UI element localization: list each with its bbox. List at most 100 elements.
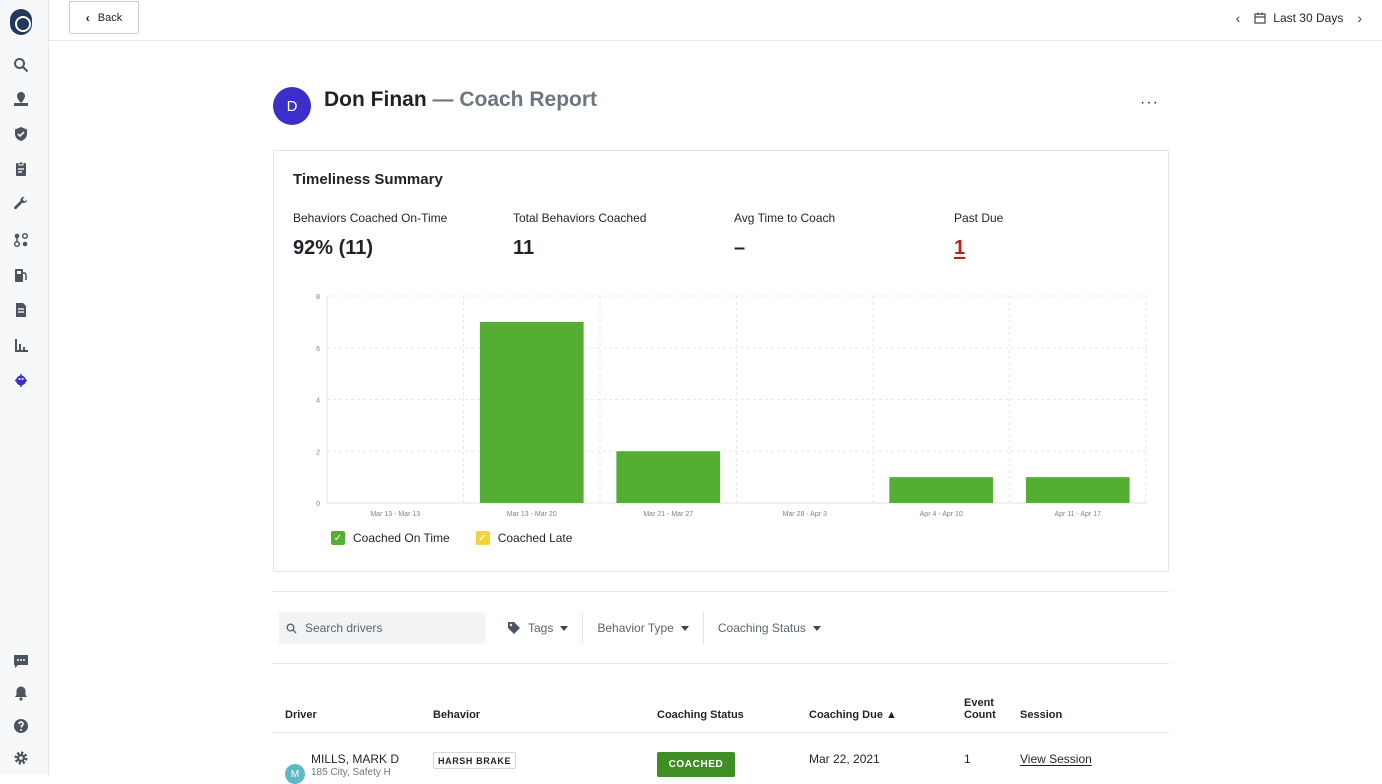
top-bar: ‹ Back ‹ Last 30 Days › bbox=[49, 0, 1382, 41]
stat-total-coached: Total Behaviors Coached 11 bbox=[513, 211, 723, 260]
coach-name: Don Finan bbox=[324, 88, 427, 111]
y-tick-label: 6 bbox=[316, 346, 320, 353]
behavior-tag: HARSH BRAKE bbox=[433, 752, 517, 769]
back-label: Back bbox=[97, 11, 123, 24]
timeliness-summary-card: Timeliness Summary Behaviors Coached On-… bbox=[273, 150, 1169, 572]
checkbox-checked-icon[interactable]: ✓ bbox=[331, 531, 345, 545]
column-header-session[interactable]: Session bbox=[1020, 709, 1063, 721]
chat-icon[interactable] bbox=[12, 652, 30, 670]
legend-label: Coached Late bbox=[497, 531, 573, 545]
logo-icon[interactable] bbox=[10, 9, 32, 35]
stat-value: 11 bbox=[513, 237, 535, 259]
column-header-driver[interactable]: Driver bbox=[285, 709, 317, 721]
stat-on-time: Behaviors Coached On-Time 92% (11) bbox=[293, 211, 503, 260]
x-tick-label: Mar 13 - Mar 13 bbox=[370, 511, 420, 518]
x-tick-label: Mar 13 - Mar 20 bbox=[507, 511, 557, 518]
search-box[interactable] bbox=[279, 612, 485, 644]
legend-item-late[interactable]: ✓ Coached Late bbox=[475, 531, 573, 545]
behavior-type-filter[interactable]: Behavior Type bbox=[582, 612, 703, 644]
filter-label: Tags bbox=[528, 621, 554, 635]
chart-icon[interactable] bbox=[12, 336, 30, 354]
shield-icon[interactable] bbox=[12, 125, 30, 143]
status-badge: COACHED bbox=[657, 752, 735, 777]
caret-down-icon bbox=[560, 625, 569, 631]
legend-label: Coached On Time bbox=[353, 531, 450, 545]
stat-label: Past Due bbox=[954, 211, 1004, 225]
caret-down-icon bbox=[680, 625, 689, 631]
coaching-due-date: Mar 22, 2021 bbox=[809, 752, 880, 766]
filter-label: Behavior Type bbox=[597, 621, 674, 635]
driver-subtext: 185 City, Safety H bbox=[311, 767, 391, 778]
divider bbox=[273, 591, 1169, 592]
search-icon bbox=[286, 623, 297, 633]
more-options-icon[interactable]: ··· bbox=[1140, 94, 1159, 111]
checkbox-checked-icon[interactable]: ✓ bbox=[475, 531, 490, 545]
bar bbox=[479, 321, 584, 503]
avatar: M bbox=[285, 764, 305, 784]
header-divider bbox=[273, 732, 1169, 733]
legend-item-on-time[interactable]: ✓ Coached On Time bbox=[331, 531, 450, 545]
stat-value: 92% (11) bbox=[293, 237, 374, 259]
bar bbox=[889, 477, 994, 503]
date-navigator: ‹ Last 30 Days › bbox=[1236, 8, 1362, 28]
column-header-coaching-status[interactable]: Coaching Status bbox=[657, 709, 744, 721]
previous-period-icon[interactable]: ‹ bbox=[1235, 10, 1241, 26]
card-title: Timeliness Summary bbox=[293, 171, 443, 188]
stat-label: Total Behaviors Coached bbox=[513, 211, 647, 225]
chevron-left-icon: ‹ bbox=[85, 10, 90, 25]
back-button[interactable]: ‹ Back bbox=[69, 1, 139, 34]
page-header: D Don Finan — Coach Report ··· bbox=[273, 86, 1169, 125]
y-tick-label: 8 bbox=[316, 294, 320, 301]
map-icon[interactable] bbox=[12, 90, 30, 108]
next-period-icon[interactable]: › bbox=[1357, 10, 1362, 26]
avatar: D bbox=[273, 87, 311, 125]
stat-past-due: Past Due 1 bbox=[954, 211, 1164, 260]
sidebar bbox=[0, 0, 49, 775]
tag-icon bbox=[508, 622, 520, 634]
bar bbox=[1025, 477, 1130, 503]
column-header-coaching-due[interactable]: Coaching Due ▲ bbox=[809, 709, 897, 721]
document-icon[interactable] bbox=[12, 301, 30, 319]
wrench-icon[interactable] bbox=[12, 195, 30, 213]
stat-label: Behaviors Coached On-Time bbox=[293, 211, 448, 225]
past-due-link[interactable]: 1 bbox=[954, 237, 966, 259]
page-title: Don Finan — Coach Report bbox=[324, 88, 597, 112]
tags-filter[interactable]: Tags bbox=[507, 612, 582, 644]
chart-legend: ✓ Coached On Time ✓ Coached Late bbox=[331, 531, 572, 545]
coaching-icon[interactable] bbox=[12, 371, 30, 389]
coaching-timeliness-chart: 0 2 4 6 8 Mar 13 - Mar 13 Mar 13 - Mar 20 Mar 2… bbox=[316, 294, 1147, 518]
bell-icon[interactable] bbox=[12, 684, 30, 702]
bar bbox=[616, 451, 721, 503]
stat-value: – bbox=[734, 237, 746, 259]
search-input[interactable] bbox=[305, 621, 475, 635]
view-session-link[interactable]: View Session bbox=[1020, 752, 1092, 766]
settings-icon[interactable] bbox=[12, 749, 30, 767]
help-icon[interactable] bbox=[12, 717, 30, 735]
stat-avg-time: Avg Time to Coach – bbox=[734, 211, 944, 260]
column-header-behavior[interactable]: Behavior bbox=[433, 709, 481, 721]
x-tick-label: Mar 28 - Apr 3 bbox=[783, 511, 827, 518]
driver-name[interactable]: MILLS, MARK D bbox=[311, 752, 400, 766]
route-icon[interactable] bbox=[12, 231, 30, 249]
clipboard-icon[interactable] bbox=[12, 160, 30, 178]
search-icon[interactable] bbox=[12, 56, 30, 74]
stat-label: Avg Time to Coach bbox=[734, 211, 836, 225]
header-line: Event bbox=[964, 697, 994, 709]
coaching-status-filter[interactable]: Coaching Status bbox=[702, 612, 835, 644]
filter-label: Coaching Status bbox=[717, 621, 806, 635]
y-tick-label: 0 bbox=[316, 501, 320, 508]
column-header-event-count[interactable]: Event Count bbox=[964, 697, 996, 721]
x-tick-label: Apr 4 - Apr 10 bbox=[920, 511, 963, 518]
x-tick-label: Apr 11 - Apr 17 bbox=[1054, 511, 1101, 518]
y-tick-label: 4 bbox=[316, 398, 320, 405]
page-subtitle: — Coach Report bbox=[432, 88, 598, 111]
divider bbox=[273, 663, 1169, 664]
date-range-label: Last 30 Days bbox=[1273, 11, 1344, 25]
fuel-icon[interactable] bbox=[12, 266, 30, 284]
calendar-icon bbox=[1254, 12, 1266, 24]
event-count: 1 bbox=[964, 752, 971, 766]
header-line: Count bbox=[964, 709, 996, 721]
date-range-picker[interactable]: Last 30 Days bbox=[1254, 11, 1343, 25]
y-tick-label: 2 bbox=[316, 449, 320, 456]
caret-down-icon bbox=[812, 625, 821, 631]
